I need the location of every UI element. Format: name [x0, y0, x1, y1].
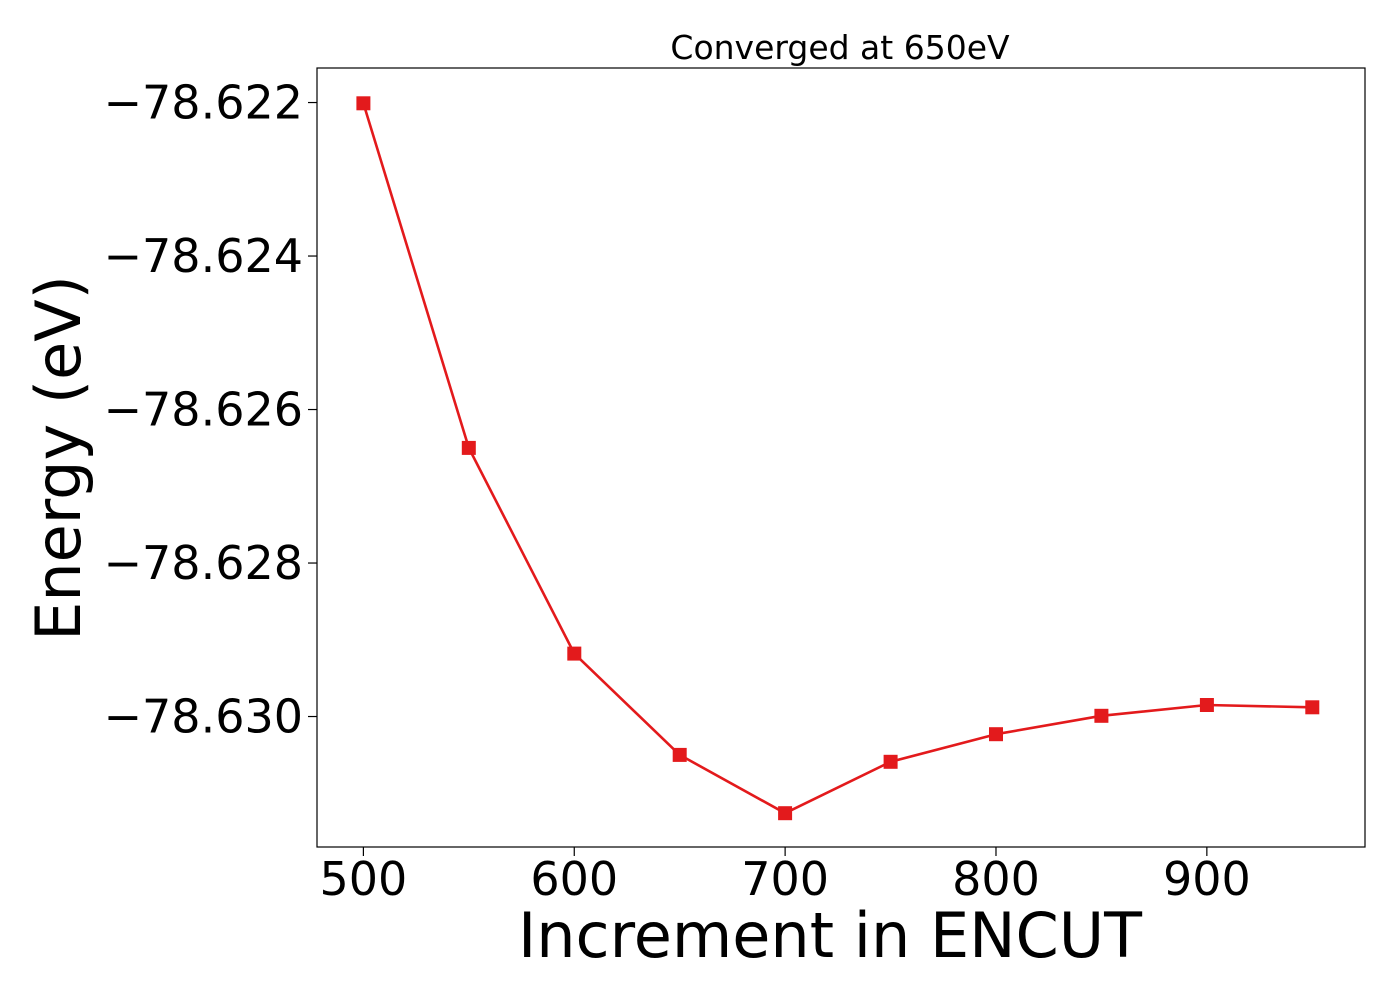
data-point [672, 747, 687, 762]
x-tick-label: 900 [1163, 852, 1251, 906]
series-line [362, 102, 1313, 815]
series-group [356, 96, 1320, 821]
x-axis-ticks: 500 600 700 800 900 [319, 847, 1251, 906]
data-point [989, 727, 1003, 742]
y-axis-ticks: −78.622 −78.624 −78.626 −78.628 −78.630 [104, 76, 317, 744]
data-point [1199, 698, 1214, 712]
data-point [567, 646, 582, 661]
data-point [1305, 700, 1320, 715]
chart-title: Converged at 650eV [670, 28, 1010, 67]
y-tick-label: −78.622 [104, 76, 304, 130]
x-tick-label: 700 [741, 852, 829, 906]
data-point [1094, 708, 1109, 723]
x-tick-label: 600 [530, 852, 618, 906]
y-tick-label: −78.628 [104, 536, 304, 590]
data-point [461, 440, 476, 455]
y-tick-label: −78.626 [104, 383, 304, 437]
x-tick-label: 800 [952, 852, 1040, 906]
plot-frame [316, 67, 1366, 848]
y-tick-label: −78.624 [104, 229, 304, 283]
x-axis-label: Increment in ENCUT [518, 899, 1143, 972]
y-axis-label: Energy (eV) [22, 275, 95, 641]
axes [316, 67, 1366, 848]
data-point [356, 96, 371, 111]
y-tick-label: −78.630 [104, 690, 304, 744]
data-point [778, 806, 793, 821]
data-point [883, 754, 898, 769]
x-tick-label: 500 [319, 852, 407, 906]
